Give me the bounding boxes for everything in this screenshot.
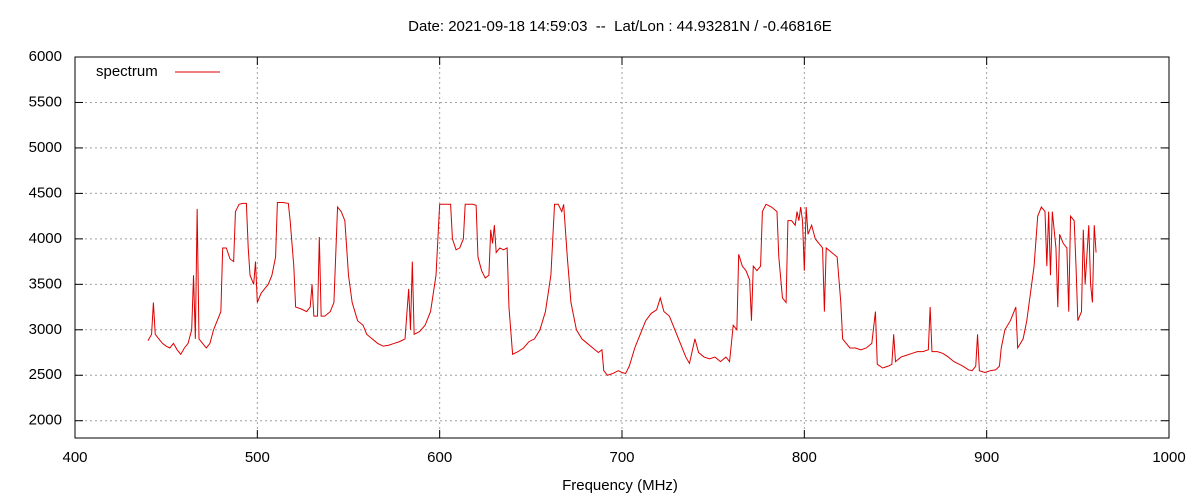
x-tick-label: 900 xyxy=(974,449,999,466)
y-tick-label: 2000 xyxy=(29,412,62,429)
y-tick-label: 3500 xyxy=(29,275,62,292)
spectrum-line xyxy=(147,201,1097,376)
x-axis-label: Frequency (MHz) xyxy=(562,477,678,494)
plot-border xyxy=(74,56,1170,439)
x-tick-label: 400 xyxy=(62,449,87,466)
x-tick-label: 600 xyxy=(427,449,452,466)
x-tick-label: 700 xyxy=(609,449,634,466)
x-tick-label: 800 xyxy=(792,449,817,466)
y-tick-label: 6000 xyxy=(29,48,62,65)
y-tick-label: 3000 xyxy=(29,321,62,338)
y-tick-label: 4000 xyxy=(29,230,62,247)
y-tick-label: 4500 xyxy=(29,184,62,201)
x-tick-label: 500 xyxy=(245,449,270,466)
chart-title: Date: 2021-09-18 14:59:03 -- Lat/Lon : 4… xyxy=(408,18,832,35)
x-tick-label: 1000 xyxy=(1152,449,1185,466)
y-tick-label: 5000 xyxy=(29,139,62,156)
y-tick-label: 2500 xyxy=(29,366,62,383)
legend-label: spectrum xyxy=(96,63,158,80)
y-tick-label: 5500 xyxy=(29,93,62,110)
